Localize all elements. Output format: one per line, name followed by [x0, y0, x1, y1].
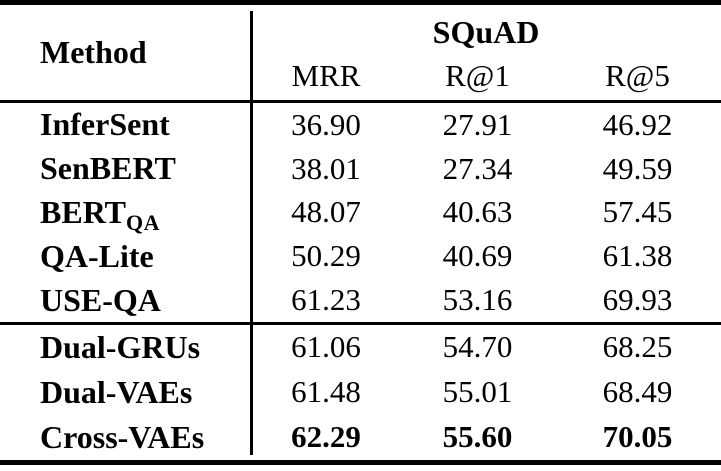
method-label: Dual-GRUs [40, 328, 201, 365]
value-cell: 55.60 [442, 419, 513, 455]
method-label: BERT [40, 193, 127, 230]
proposed-methods-section: Dual-GRUs 61.06 54.70 68.25 Dual-VAEs 61… [0, 325, 721, 460]
header-divider-rule [0, 100, 721, 103]
table-header: Method SQuAD MRR R@1 R@5 [0, 5, 721, 100]
table-row: InferSent 36.90 27.91 46.92 [0, 103, 721, 147]
value-cell: 68.49 [602, 374, 673, 410]
table-row: QA-Lite 50.29 40.69 61.38 [0, 234, 721, 278]
value-cell: 38.01 [291, 150, 361, 186]
value-cell: 61.38 [602, 238, 673, 274]
data-column-headers: SQuAD MRR R@1 R@5 [251, 5, 721, 100]
method-label: USE-QA [40, 281, 161, 318]
method-cell: QA-Lite [0, 238, 251, 275]
column-header-mrr: MRR [291, 58, 361, 93]
method-cell: USE-QA [0, 282, 251, 319]
column-header-r5: R@5 [605, 58, 670, 93]
value-cell: 46.92 [602, 106, 673, 142]
value-cell: 49.59 [602, 150, 673, 186]
method-cell: InferSent [0, 106, 251, 143]
method-cell: Dual-GRUs [0, 329, 251, 366]
table-row: BERTQA 48.07 40.63 57.45 [0, 191, 721, 235]
value-cell: 55.01 [442, 374, 513, 410]
method-cell: Dual-VAEs [0, 374, 251, 411]
value-cell: 27.91 [442, 106, 513, 142]
value-cell: 27.34 [442, 150, 513, 186]
value-cell: 53.16 [442, 282, 513, 318]
value-cell: 50.29 [291, 238, 361, 274]
value-cell: 69.93 [602, 282, 673, 318]
method-label: Cross-VAEs [40, 418, 205, 455]
table-row: SenBERT 38.01 27.34 49.59 [0, 147, 721, 191]
value-cell: 40.63 [442, 194, 513, 230]
value-cell: 68.25 [602, 329, 673, 365]
section-divider-rule [0, 321, 721, 325]
method-cell: BERTQA [0, 193, 251, 235]
value-cell: 61.48 [291, 374, 361, 410]
bottom-border-rule [0, 459, 721, 465]
vertical-divider-rule [250, 11, 253, 455]
metric-headers: MRR R@1 R@5 [251, 52, 721, 100]
value-cell: 48.07 [291, 194, 361, 230]
table-row-best-result: Cross-VAEs 62.29 55.60 70.05 [0, 415, 721, 460]
method-cell: SenBERT [0, 150, 251, 187]
value-cell: 36.90 [291, 106, 361, 142]
method-label: Dual-VAEs [40, 373, 193, 410]
table-row: Dual-GRUs 61.06 54.70 68.25 [0, 325, 721, 370]
baseline-methods-section: InferSent 36.90 27.91 46.92 SenBERT 38.0… [0, 103, 721, 322]
table-row: Dual-VAEs 61.48 55.01 68.49 [0, 370, 721, 415]
value-cell: 54.70 [442, 329, 513, 365]
value-cell: 57.45 [602, 194, 673, 230]
group-header-squad: SQuAD [432, 14, 540, 50]
method-subscript: QA [126, 209, 161, 235]
top-border-rule [0, 0, 721, 5]
method-column-header: Method [40, 34, 147, 70]
method-label: InferSent [40, 106, 170, 143]
method-label: SenBERT [40, 150, 176, 187]
method-label: QA-Lite [40, 237, 154, 274]
table-row: USE-QA 61.23 53.16 69.93 [0, 278, 721, 322]
column-header-r1: R@1 [445, 58, 510, 93]
value-cell: 61.23 [291, 282, 361, 318]
value-cell: 61.06 [291, 329, 361, 365]
value-cell: 40.69 [442, 238, 513, 274]
value-cell: 62.29 [291, 419, 361, 455]
value-cell: 70.05 [602, 419, 673, 455]
method-cell: Cross-VAEs [0, 419, 251, 456]
